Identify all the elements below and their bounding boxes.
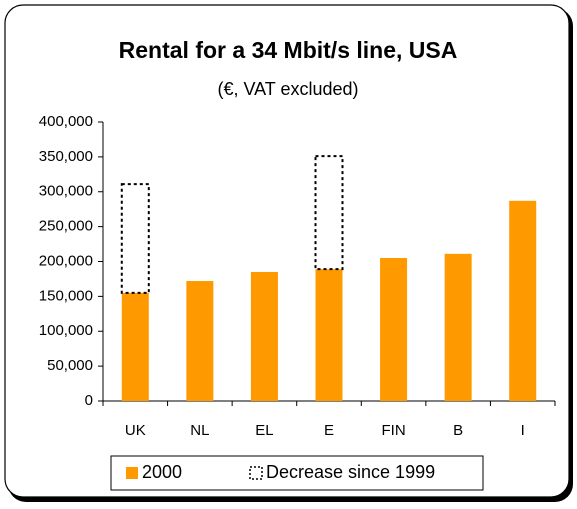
legend-label: Decrease since 1999 <box>266 462 435 482</box>
x-tick-label: B <box>453 422 463 439</box>
legend-box <box>110 455 484 491</box>
bar <box>380 258 408 401</box>
x-tick-label: UK <box>125 422 146 439</box>
bar <box>315 269 343 401</box>
legend-swatch <box>249 466 263 480</box>
x-tick-label: FIN <box>381 422 405 439</box>
y-tick-label: 100,000 <box>39 322 93 339</box>
y-tick-label: 150,000 <box>39 287 93 304</box>
bar <box>314 155 344 271</box>
bar <box>121 292 149 401</box>
x-tick-label: I <box>521 422 525 439</box>
x-tick-label: NL <box>190 422 209 439</box>
y-tick-label: 50,000 <box>47 357 93 374</box>
y-tick-label: 350,000 <box>39 148 93 165</box>
bar <box>444 253 472 401</box>
y-tick-label: 200,000 <box>39 252 93 269</box>
x-tick-label: E <box>324 422 334 439</box>
y-tick-label: 300,000 <box>39 183 93 200</box>
x-tick-label: EL <box>255 422 273 439</box>
legend-label: 2000 <box>142 462 182 482</box>
y-tick-label: 0 <box>85 392 93 409</box>
y-tick-label: 250,000 <box>39 218 93 235</box>
bar <box>250 271 278 401</box>
y-tick-label: 400,000 <box>39 113 93 130</box>
chart-subtitle: (€, VAT excluded) <box>217 79 358 99</box>
bar <box>120 183 150 294</box>
chart-title: Rental for a 34 Mbit/s line, USA <box>119 37 458 63</box>
legend-swatch <box>126 467 138 479</box>
bar <box>186 281 214 401</box>
bar <box>509 200 537 401</box>
